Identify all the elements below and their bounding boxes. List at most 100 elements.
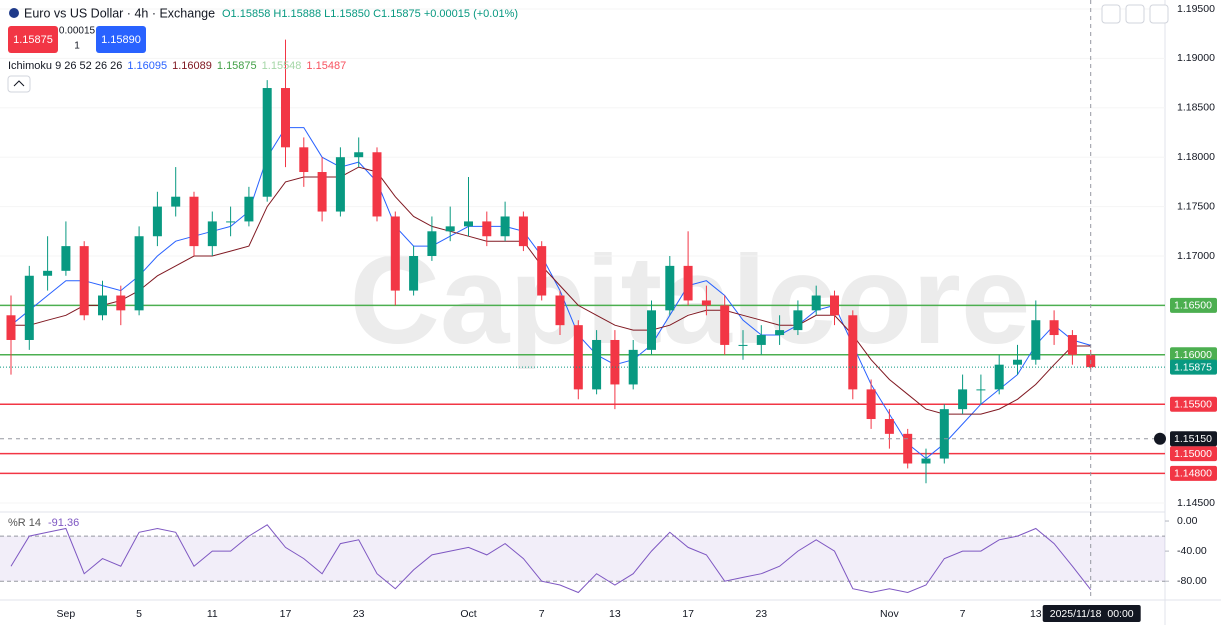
candle-body [811,295,821,311]
level-label-box [1170,347,1217,363]
flag-icon [9,8,19,18]
chart-title: Euro vs US Dollar · 4h · Exchange [24,6,215,20]
buy-price: 1.15890 [101,34,141,46]
x-tick-label: 5 [136,608,142,620]
candle-body [647,310,656,350]
wr-tick-label: -40.00 [1177,545,1207,557]
indicator-value: 1.15487 [306,60,346,72]
candle-body [994,364,1004,390]
candle-body [1049,320,1059,336]
candle-body [976,389,986,391]
wr-tick-label: -80.00 [1177,575,1207,587]
candle-body [500,216,510,237]
buy-button[interactable] [96,26,146,53]
crosshair-time-label: 2025/11/18 00:00 [1050,608,1134,620]
wr-tick-label: 0.00 [1177,515,1198,527]
candle-body [683,265,693,301]
candle-body [775,330,785,336]
x-tick-label: 17 [280,608,292,620]
candle-body [171,196,181,207]
level-label-box [1170,446,1217,462]
candle-body [939,409,949,459]
candle-body [958,389,968,410]
x-tick-label: 11 [207,608,218,620]
candle-body [354,152,364,158]
candle-body [592,339,602,390]
candle-body [61,246,71,271]
candle-body [464,221,473,227]
y-tick-label: 1.18000 [1177,151,1215,163]
candle-body [921,458,931,464]
y-tick-label: 1.19500 [1177,3,1215,15]
y-tick-label: 1.17500 [1177,200,1215,212]
candle-body [262,88,272,197]
candle-body [573,325,583,390]
x-tick-label: 7 [960,608,966,620]
candle-body [903,433,913,464]
collapse-button[interactable] [1125,4,1145,24]
last-price-label: 1.15875 [1174,361,1212,373]
indicator-name: Ichimoku 9 26 52 26 26 [8,60,122,72]
level-label-box [1170,396,1217,412]
candle-body [134,236,144,311]
candle-body [189,196,199,247]
level-label-box [1170,297,1217,313]
x-tick-label: 23 [353,608,365,620]
download-button[interactable] [1101,4,1121,24]
sell-price: 1.15875 [13,34,53,46]
level-label: 1.15000 [1174,448,1212,460]
indicator-value: 1.15875 [217,60,257,72]
level-label: 1.16500 [1174,300,1212,312]
candle-body [537,246,547,296]
candle-body [1013,359,1022,365]
candle-body [116,295,126,311]
collapse-legend-button[interactable] [7,75,31,93]
candle-body [665,265,675,311]
chevron-icon [13,80,25,87]
indicator-value: 1.16089 [172,60,212,72]
candle-body [427,231,437,256]
crosshair-time-box [1042,605,1141,622]
candle-body [43,270,53,276]
x-tick-label: 13 [1030,608,1042,620]
crosshair-plus [1154,432,1166,445]
candle-body [738,344,748,346]
candle-body [518,216,528,247]
sell-button[interactable] [8,26,58,53]
candle-body [409,256,419,291]
wr-value: -91.36 [48,517,79,529]
watermark: Capitalcore [350,231,1031,370]
y-tick-label: 1.18500 [1177,102,1215,114]
crosshair-price-box [1170,431,1217,447]
level-label-box [1170,465,1217,481]
spread: 0.00015 [59,26,96,37]
candle-body [793,310,803,331]
y-tick-label: 1.17000 [1177,250,1215,262]
x-tick-label: 17 [682,608,694,620]
candle-body [701,300,711,306]
y-tick-label: 1.14500 [1177,497,1215,509]
candle-body [24,275,34,340]
candle-body [226,221,236,223]
candle-body [720,305,730,345]
candle-body [299,147,309,173]
candle-body [244,196,254,222]
wr-title: %R 14 [8,517,41,529]
candle-body [79,246,89,316]
fullscreen-button[interactable] [1149,4,1169,24]
background-layer: Capitalcore [0,8,1169,582]
last-price-box [1170,359,1217,375]
x-tick-label: Sep [57,608,76,620]
x-tick-label: Nov [880,608,899,620]
candle-body [152,206,162,237]
candle-body [482,221,492,237]
toolbar [1101,4,1169,24]
level-label: 1.15500 [1174,398,1212,410]
candle-body [866,389,876,420]
quantity: 1 [74,41,80,52]
candle-body [884,419,894,434]
indicator-legend: Ichimoku 9 26 52 26 26 1.16095 1.16089 1.15… [8,60,346,72]
indicator-line [11,166,1091,415]
